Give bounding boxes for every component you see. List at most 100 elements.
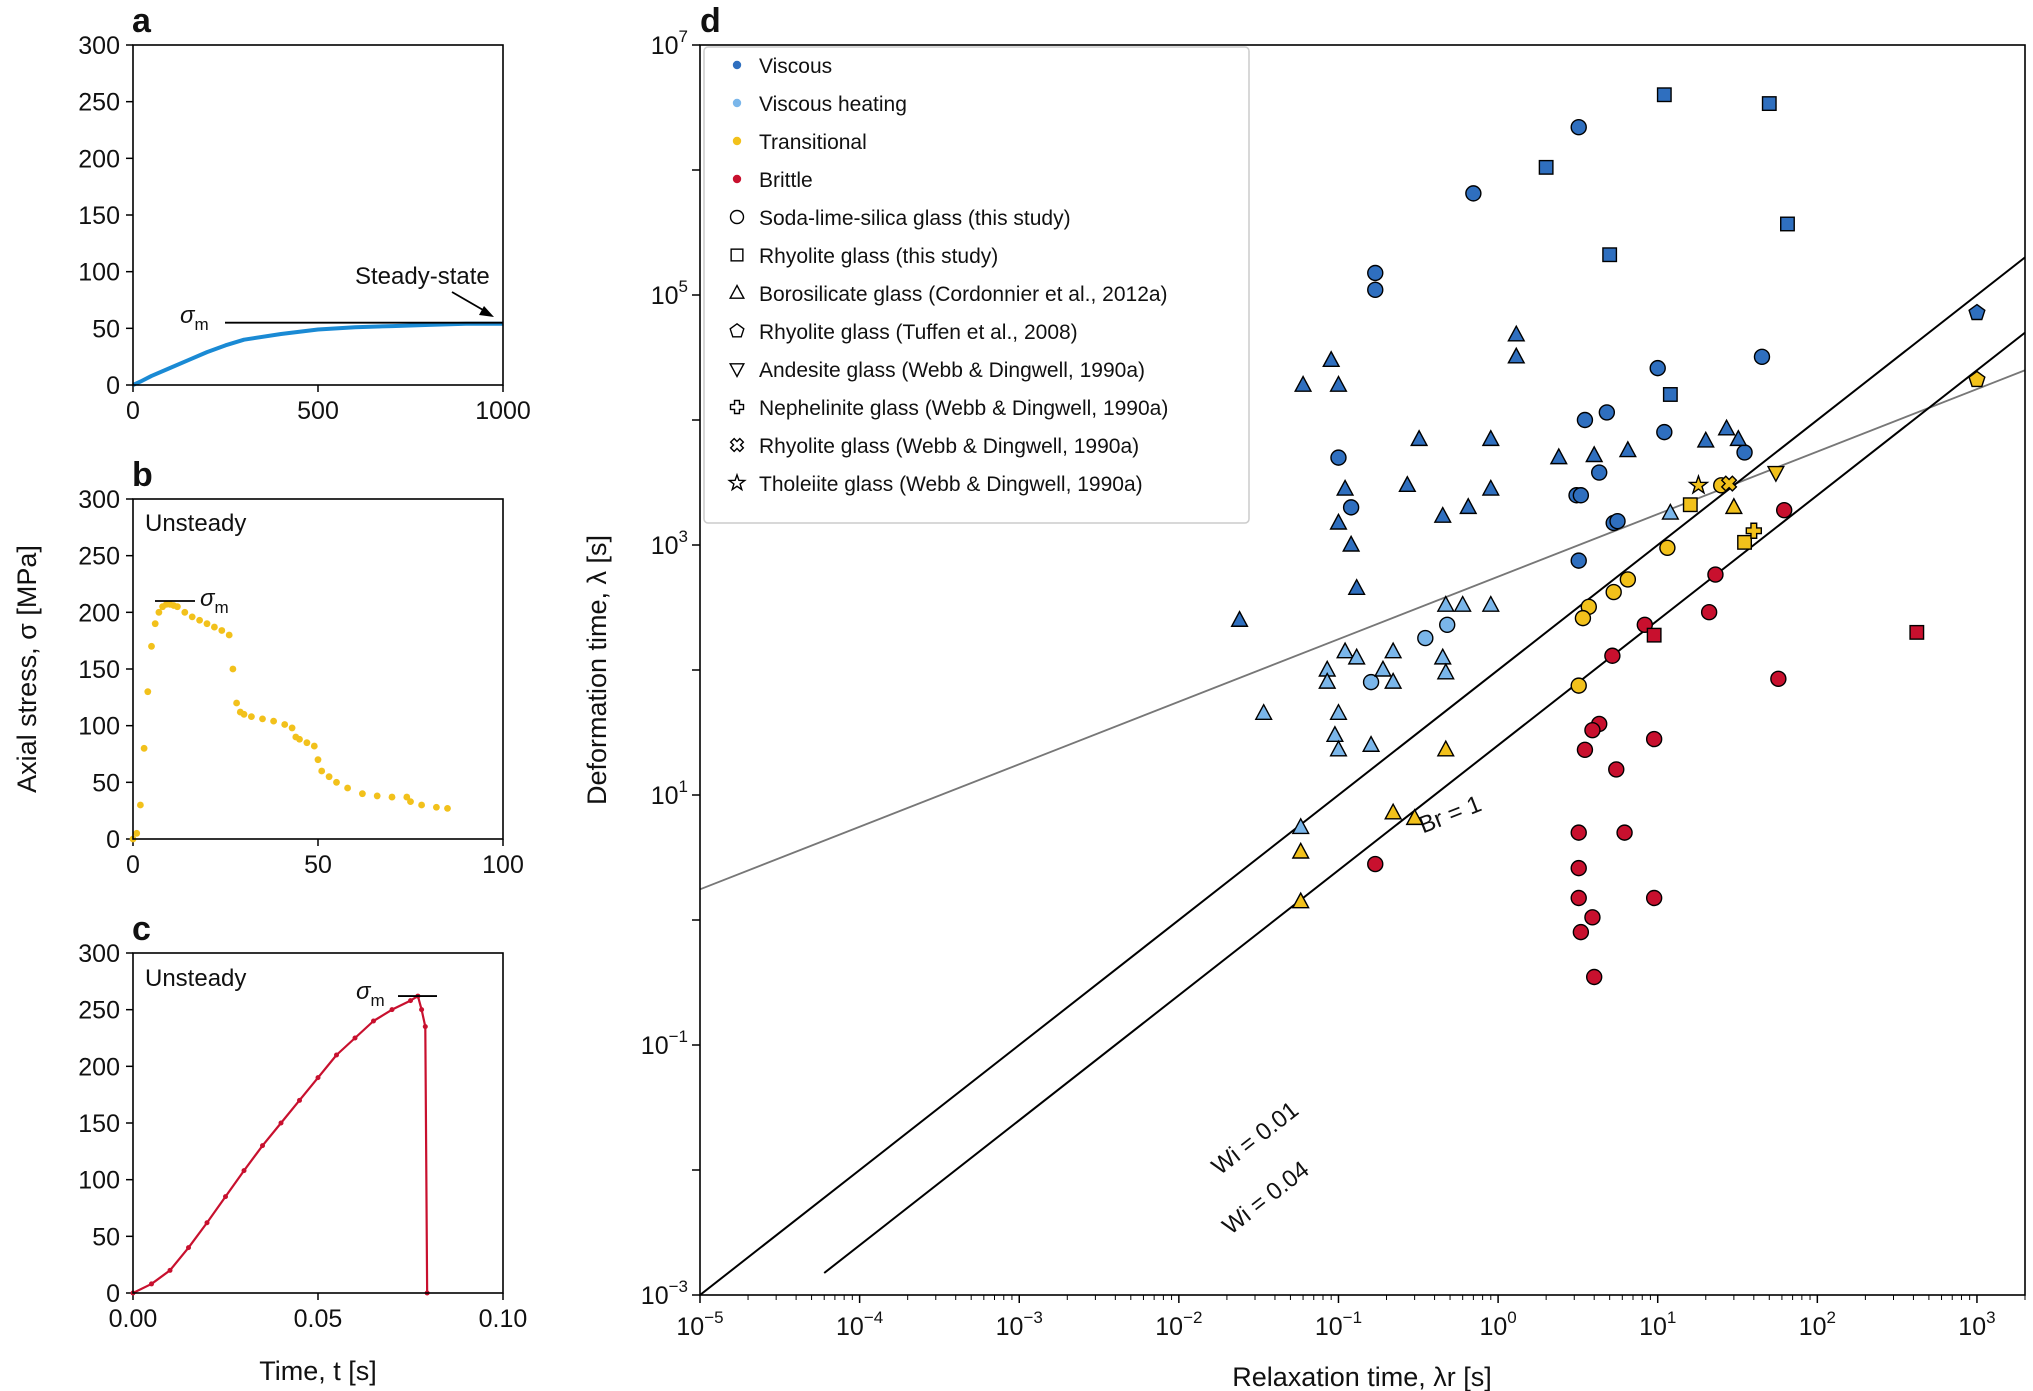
panel-a-letter: a (132, 2, 152, 40)
panel-c-letter: c (132, 910, 151, 948)
panel-c-data-point (149, 1281, 154, 1287)
legend-entry-label: Viscous heating (759, 93, 907, 116)
panel-d-point-triangle (1507, 324, 1526, 342)
panel-d-point-triangle (1436, 595, 1455, 612)
panel-d-point-circle (1598, 404, 1616, 421)
panel-d-point-circle (1645, 889, 1663, 907)
panel-d-point-square (1538, 159, 1554, 175)
panel-d-point-triangle (1729, 429, 1748, 447)
legend-entry-label: Transitional (759, 131, 867, 154)
panel-d-point-triangle (1373, 659, 1393, 677)
legend-marker-cross (729, 437, 745, 453)
panel-d-ylabel: Deformation time, λ [s] (582, 535, 612, 805)
panel-d-legend-frame (703, 46, 1250, 524)
panel-d-point-circle (1753, 348, 1771, 366)
panel-d-point-circle (1609, 513, 1626, 530)
panel-b-plot (129, 600, 451, 843)
panel-d-point-circle (1775, 501, 1793, 519)
panel-c-data-point (186, 1245, 191, 1251)
panel-b-data-point (151, 620, 159, 628)
panel-b-data-point (433, 803, 440, 811)
panel-d-point-triangle (1347, 647, 1366, 665)
panel-d-points (1230, 87, 1986, 986)
panel-d-point-triangle (1405, 808, 1424, 826)
panel-c-data-point (389, 1007, 395, 1013)
panel-b-data-point (270, 717, 277, 725)
panel-c-ticks: 0 50 100 150 200 250 300 0.00 0.05 0.10 (78, 940, 527, 1333)
legend-swatch-dot (732, 60, 742, 70)
panel-b-data-point (181, 608, 189, 616)
panel-a-sigma-symbol: σ (180, 302, 196, 329)
panel-c-sigma: σm (356, 978, 385, 1010)
legend-entry-label: Nephelinite glass (Webb & Dingwell, 1990… (759, 397, 1168, 420)
panel-d-point-circle (1584, 721, 1601, 739)
panel-b-sigma-sub: m (214, 598, 228, 617)
panel-c-xtick-label: 0.05 (294, 1305, 343, 1333)
panel-b-data-point (314, 756, 322, 764)
panel-c-data-point (334, 1052, 339, 1058)
panel-d-point-triangle (1618, 440, 1637, 458)
panel-c-data-point (371, 1018, 376, 1024)
panel-d-point-circle (1608, 761, 1625, 778)
panel-d-point-triangle (1717, 418, 1736, 436)
panel-b-ytick-label: 0 (106, 826, 120, 854)
panel-d-point-triangle (1384, 641, 1403, 659)
panel-d-point-triangle-down (1766, 465, 1785, 483)
panel-a-sigma: σm (180, 302, 209, 334)
panel-b-data-point (288, 724, 296, 732)
panel-d-point-square (1780, 216, 1795, 232)
panel-d-point-triangle (1342, 534, 1361, 552)
panel-b-data-point (148, 642, 155, 650)
legend-marker-plus (729, 399, 745, 415)
panel-d-point-circle (1362, 673, 1380, 691)
legend-marker-square (730, 248, 744, 262)
panel-a-arrowhead (479, 306, 494, 317)
panel-d-point-triangle (1410, 429, 1429, 447)
panel-d-point-circle (1707, 566, 1724, 583)
panel-d-point-circle (1605, 583, 1622, 601)
panel-b-data-point (344, 784, 351, 792)
panel-b-sigma: σm (200, 585, 229, 617)
panel-d-point-triangle (1459, 497, 1478, 515)
panel-b-data-point (333, 778, 340, 786)
panel-d-point-circle (1439, 616, 1456, 633)
panel-d-legend: Viscous Viscous heating Transitional Brittl… (703, 46, 1250, 524)
panel-b-data-point (359, 790, 366, 798)
panel-d-point-triangle (1329, 375, 1348, 392)
panel-d-point-triangle (1384, 802, 1403, 820)
panel-b-xtick-label: 100 (482, 851, 524, 879)
panel-d-xtick-label: 102 (1799, 1308, 1836, 1341)
legend-marker-circle (729, 209, 745, 225)
panel-b-data-point (310, 742, 318, 750)
panel-b-data-point (296, 735, 303, 743)
panel-b-data-point (325, 773, 333, 781)
panel-d-point-circle (1576, 411, 1594, 429)
panel-c-data-point (352, 1035, 358, 1041)
panel-a-frame (132, 44, 504, 386)
panel-b-data-point (203, 620, 211, 628)
panel-b-data-point (444, 805, 451, 812)
panel-b-data-point (240, 710, 248, 718)
panel-d-point-circle (1770, 670, 1787, 688)
panel-c: c 0 50 100 150 200 250 300 0.00 0.05 0.10 Unstead… (78, 910, 527, 1333)
panel-b-xtick-label: 50 (304, 851, 332, 879)
legend-entry-label: Rhyolite glass (this study) (759, 245, 998, 268)
panel-d-point-circle (1367, 281, 1384, 299)
panel-d-point-circle (1645, 730, 1663, 748)
panel-b-sigma-symbol: σ (200, 585, 216, 612)
legend-entry-label: Andesite glass (Webb & Dingwell, 1990a) (759, 359, 1145, 382)
panel-d-point-triangle (1507, 346, 1526, 364)
panel-a-ytick-label: 200 (78, 145, 120, 173)
panel-d-point-triangle (1433, 647, 1452, 665)
panel-b-data-point (155, 608, 163, 616)
panel-c-data-point (315, 1075, 321, 1081)
panel-b-frame (132, 498, 504, 840)
panel-d-ytick-label: 101 (651, 777, 688, 810)
panel-c-ytick-label: 300 (78, 940, 120, 968)
panel-d-point-triangle (1481, 429, 1500, 447)
panel-a: a 0 50 100 150 200 250 300 0 500 1000 Steady-stat… (78, 2, 531, 425)
panel-d-ytick-label: 107 (651, 27, 688, 60)
panel-c-ytick-label: 250 (78, 997, 120, 1025)
panel-c-data-point (241, 1168, 247, 1174)
panel-a-xtick-label: 500 (297, 397, 339, 425)
